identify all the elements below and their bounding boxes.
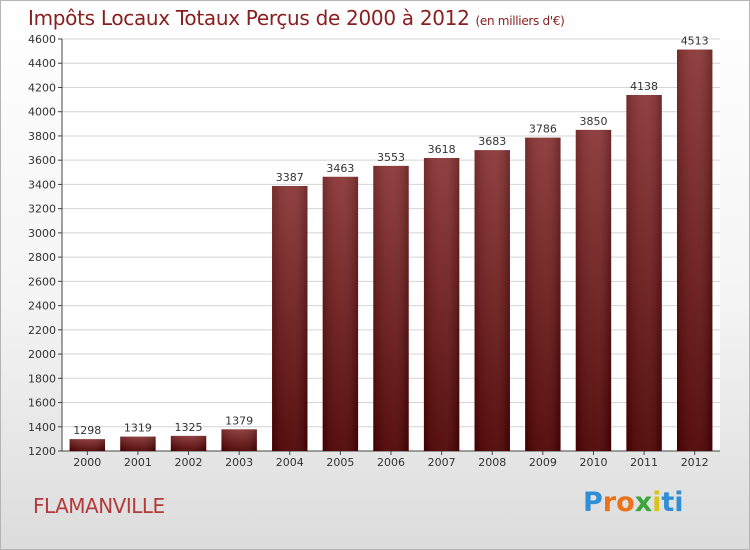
y-tick-label-1600: 1600 [28, 397, 56, 410]
data-label-2002: 1325 [175, 421, 203, 434]
data-label-2004: 3387 [276, 171, 304, 184]
y-tick-label-3000: 3000 [28, 227, 56, 240]
x-tick-label-2004: 2004 [276, 456, 304, 469]
y-tick-label-2000: 2000 [28, 348, 56, 361]
bar-shine-2007 [423, 157, 460, 451]
proxiti-logo: Proxiti [583, 487, 684, 518]
y-tick-label-3800: 3800 [28, 130, 56, 143]
x-tick-label-2010: 2010 [579, 456, 607, 469]
town-name: FLAMANVILLE [33, 494, 165, 518]
y-tick-label-4600: 4600 [28, 33, 56, 46]
x-tick-label-2012: 2012 [681, 456, 709, 469]
x-tick-label-2006: 2006 [377, 456, 405, 469]
y-tick-label-2600: 2600 [28, 275, 56, 288]
bar-shine-2012 [676, 49, 713, 451]
bar-shine-2006 [373, 165, 409, 451]
data-label-2011: 4138 [630, 80, 658, 93]
x-tick-label-2000: 2000 [73, 456, 101, 469]
logo-letter: t [661, 487, 675, 518]
bar-shine-2004 [272, 185, 308, 451]
bar-shine-2002 [170, 435, 207, 451]
data-label-2012: 4513 [681, 35, 709, 48]
logo-letter: i [674, 487, 684, 518]
x-tick-label-2002: 2002 [175, 456, 203, 469]
bar-shine-2001 [120, 436, 156, 451]
title-text: Impôts Locaux Totaux Perçus de 2000 à 20… [28, 6, 470, 30]
x-tick-label-2008: 2008 [478, 456, 506, 469]
y-tick-label-4000: 4000 [28, 106, 56, 119]
data-label-2000: 1298 [73, 424, 101, 437]
y-tick-label-2400: 2400 [28, 300, 56, 313]
logo-letter: x [634, 487, 653, 518]
bar-shine-2010 [575, 129, 612, 451]
data-label-2008: 3683 [478, 135, 506, 148]
data-label-2006: 3553 [377, 151, 405, 164]
bar-shine-2009 [525, 137, 561, 452]
data-label-2003: 1379 [225, 414, 253, 427]
bar-shine-2003 [221, 429, 257, 451]
logo-letter: i [652, 487, 662, 518]
data-label-2005: 3463 [326, 162, 354, 175]
bar-shine-2008 [474, 150, 510, 451]
x-tick-label-2005: 2005 [326, 456, 354, 469]
bar-shine-2000 [69, 439, 106, 451]
y-tick-label-1200: 1200 [28, 445, 56, 458]
x-tick-label-2009: 2009 [529, 456, 557, 469]
x-tick-label-2003: 2003 [225, 456, 253, 469]
data-label-2010: 3850 [579, 115, 607, 128]
chart-title: Impôts Locaux Totaux Perçus de 2000 à 20… [28, 6, 565, 30]
y-tick-label-3200: 3200 [28, 203, 56, 216]
y-tick-label-2200: 2200 [28, 324, 56, 337]
data-label-2007: 3618 [428, 143, 456, 156]
bar-shine-2005 [322, 176, 359, 451]
logo-letter: P [583, 487, 603, 518]
bar-shine-2011 [626, 94, 662, 452]
y-tick-label-3600: 3600 [28, 154, 56, 167]
data-label-2009: 3786 [529, 123, 557, 136]
y-tick-label-4200: 4200 [28, 81, 56, 94]
logo-letter: r [602, 487, 617, 518]
x-tick-label-2001: 2001 [124, 456, 152, 469]
x-tick-label-2007: 2007 [428, 456, 456, 469]
y-tick-label-4400: 4400 [28, 57, 56, 70]
y-tick-label-1400: 1400 [28, 421, 56, 434]
logo-letter: o [616, 487, 635, 518]
data-label-2001: 1319 [124, 422, 152, 435]
y-tick-label-1800: 1800 [28, 372, 56, 385]
chart-subtitle: (en milliers d'€) [475, 14, 565, 28]
y-tick-label-2800: 2800 [28, 251, 56, 264]
x-tick-label-2011: 2011 [630, 456, 658, 469]
y-tick-label-3400: 3400 [28, 178, 56, 191]
